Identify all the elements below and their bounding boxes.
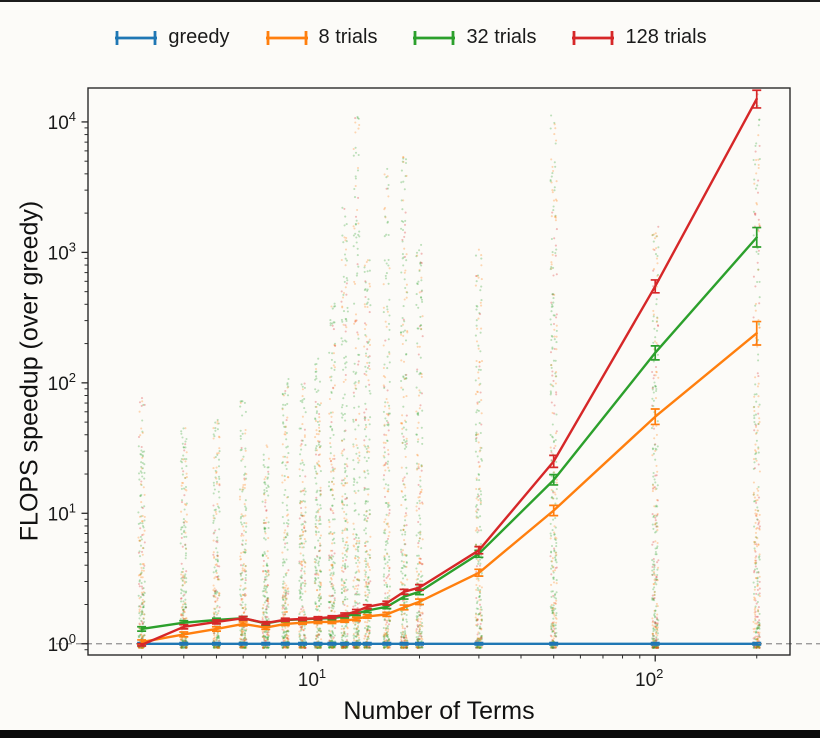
legend: greedy 8 trials 32 trials 128 trials <box>0 26 820 49</box>
errorbar-icon <box>265 30 308 45</box>
bottom-edge-border <box>0 730 820 738</box>
legend-item-128-trials: 128 trials <box>570 26 707 49</box>
legend-label: 128 trials <box>625 26 707 48</box>
errorbar-icon <box>572 30 615 45</box>
legend-item-greedy: greedy <box>113 26 230 49</box>
y-axis-label: FLOPS speedup (over greedy) <box>15 200 44 542</box>
legend-label: 32 trials <box>466 26 537 48</box>
legend-item-8-trials: 8 trials <box>264 26 378 49</box>
legend-label: 8 trials <box>318 26 378 48</box>
x-axis-label: Number of Terms <box>343 697 535 725</box>
legend-item-32-trials: 32 trials <box>411 26 536 49</box>
errorbar-icon <box>413 30 456 45</box>
top-edge-border <box>0 0 820 2</box>
errorbar-icon <box>115 30 158 45</box>
legend-label: greedy <box>168 26 230 48</box>
